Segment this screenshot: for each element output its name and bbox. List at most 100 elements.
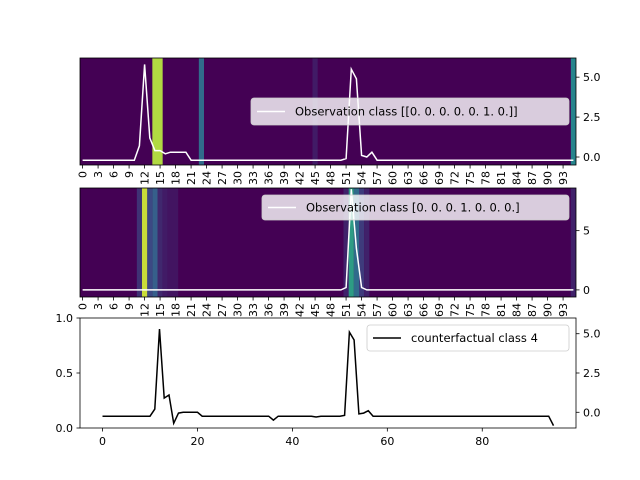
x-tick-label: 3 — [92, 171, 105, 178]
heatmap-cell — [167, 188, 173, 297]
x-tick-label: 63 — [402, 171, 415, 185]
x-tick-label: 90 — [542, 303, 555, 317]
x-tick-label: 18 — [170, 171, 183, 185]
heatmap-highlight-band — [152, 58, 163, 165]
legend: counterfactual class 4 — [366, 324, 570, 352]
heatmap-cell — [343, 188, 349, 297]
x-tick-label: 6 — [108, 303, 121, 310]
axes-frame — [79, 57, 577, 166]
right-y-tick-label: 5.0 — [583, 71, 601, 84]
heatmap-cell — [162, 188, 168, 297]
x-tick-label: 87 — [526, 171, 539, 185]
x-tick-label: 93 — [557, 171, 570, 185]
series-line — [82, 64, 574, 161]
x-tick-label: 51 — [340, 171, 353, 185]
heatmap-accent-band — [348, 188, 354, 297]
x-tick-label: 84 — [511, 171, 524, 185]
left-y-tick-label: 0.0 — [56, 422, 74, 435]
x-tick-label: 72 — [449, 171, 462, 185]
x-tick-label: 12 — [139, 303, 152, 317]
x-tick-label: 78 — [480, 303, 493, 317]
heatmap-cell — [173, 188, 179, 297]
legend: Observation class [0. 0. 0. 1. 0. 0. 0.] — [261, 194, 570, 221]
legend: Observation class [[0. 0. 0. 0. 0. 1. 0.… — [250, 97, 570, 126]
x-tick-label: 69 — [433, 171, 446, 185]
x-tick-label: 66 — [418, 171, 431, 185]
x-tick-label: 75 — [464, 303, 477, 317]
left-y-tick-label: 0.5 — [56, 367, 74, 380]
heatmap-cell — [152, 188, 158, 297]
legend-label: counterfactual class 4 — [411, 331, 538, 345]
x-tick-label: 15 — [154, 171, 167, 185]
heatmap-cell — [147, 188, 153, 297]
x-tick-label: 0 — [99, 435, 106, 448]
x-tick-label: 6 — [108, 171, 121, 178]
x-tick-label: 36 — [263, 171, 276, 185]
x-tick-label: 12 — [139, 171, 152, 185]
right-y-tick-label: 2.5 — [583, 111, 601, 124]
x-tick-label: 0 — [77, 171, 90, 178]
x-tick-label: 20 — [190, 435, 204, 448]
heatmap-cell — [198, 58, 204, 165]
x-tick-label: 42 — [294, 303, 307, 317]
x-tick-label: 0 — [77, 303, 90, 310]
heatmap-highlight-band — [142, 188, 148, 297]
x-tick-label: 18 — [170, 303, 183, 317]
heatmap-cell — [570, 58, 576, 165]
x-tick-label: 69 — [433, 303, 446, 317]
x-tick-label: 39 — [278, 303, 291, 317]
right-y-tick-label: 2.5 — [583, 367, 601, 380]
x-tick-label: 42 — [294, 171, 307, 185]
legend-label: Observation class [0. 0. 0. 1. 0. 0. 0.] — [306, 201, 520, 215]
x-tick-label: 84 — [511, 303, 524, 317]
x-tick-label: 78 — [480, 171, 493, 185]
heatmap-cell — [364, 188, 370, 297]
x-tick-label: 30 — [232, 303, 245, 317]
x-tick-label: 24 — [201, 303, 214, 317]
x-tick-label: 21 — [185, 303, 198, 317]
x-tick-label: 54 — [356, 303, 369, 317]
legend-box — [366, 324, 570, 352]
heatmap-cell — [136, 188, 142, 297]
heatmap-cell — [570, 188, 576, 297]
right-y-tick-label: 0.0 — [583, 151, 601, 164]
line-panel-3: 0 20 40 60 80 0.0 0.5 1.0 0.0 2.5 5.0 counterfac… — [56, 312, 601, 448]
x-tick-label: 63 — [402, 303, 415, 317]
right-y-tick-label: 5.0 — [583, 328, 601, 341]
x-tick-label: 9 — [123, 303, 136, 310]
x-tick-label: 27 — [216, 303, 229, 317]
heatmap-panel-2: 0 3 6 9 12 15 18 21 24 27 30 33 36 39 42 45 48 51 54 57 60 63… — [77, 187, 590, 317]
x-tick-label: 48 — [325, 171, 338, 185]
x-tick-label: 15 — [154, 303, 167, 317]
x-tick-label: 81 — [495, 171, 508, 185]
x-tick-label: 87 — [526, 303, 539, 317]
series-line — [82, 189, 574, 291]
x-tick-label: 36 — [263, 303, 276, 317]
x-tick-label: 33 — [247, 303, 260, 317]
left-y-tick-label: 1.0 — [56, 312, 74, 325]
series-line — [102, 328, 555, 426]
x-tick-label: 72 — [449, 303, 462, 317]
x-tick-label: 60 — [387, 303, 400, 317]
x-tick-label: 39 — [278, 171, 291, 185]
x-tick-label: 24 — [201, 171, 214, 185]
right-y-tick-label: 5 — [583, 225, 590, 238]
x-tick-label: 9 — [123, 171, 136, 178]
x-tick-label: 57 — [371, 171, 384, 185]
x-tick-label: 3 — [92, 303, 105, 310]
x-tick-label: 27 — [216, 171, 229, 185]
heatmap-panel-1: 0 3 6 9 12 15 18 21 24 27 30 33 36 39 42 45 48 51 54 57 60 63… — [77, 57, 601, 185]
heatmap-cell — [157, 188, 163, 297]
right-y-tick-label: 0 — [583, 284, 590, 297]
right-y-tick-label: 0.0 — [583, 406, 601, 419]
x-tick-label: 48 — [325, 303, 338, 317]
x-tick-label: 90 — [542, 171, 555, 185]
x-tick-label: 33 — [247, 171, 260, 185]
x-tick-label: 75 — [464, 171, 477, 185]
x-tick-label: 54 — [356, 171, 369, 185]
legend-label: Observation class [[0. 0. 0. 0. 0. 1. 0.… — [295, 105, 518, 119]
x-tick-label: 45 — [309, 171, 322, 185]
x-tick-label: 51 — [340, 303, 353, 317]
heatmap-cell — [359, 188, 365, 297]
